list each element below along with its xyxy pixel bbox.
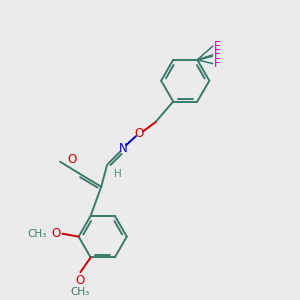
Text: O: O xyxy=(67,153,76,166)
Text: F: F xyxy=(214,48,220,61)
Text: N: N xyxy=(119,142,128,155)
Text: F: F xyxy=(214,40,220,52)
Text: O: O xyxy=(76,274,85,287)
Text: O: O xyxy=(51,226,60,240)
Text: H: H xyxy=(115,169,122,179)
Text: F: F xyxy=(214,57,220,70)
Text: CH₃: CH₃ xyxy=(27,229,46,239)
Text: CH₃: CH₃ xyxy=(71,287,90,297)
Text: O: O xyxy=(135,127,144,140)
